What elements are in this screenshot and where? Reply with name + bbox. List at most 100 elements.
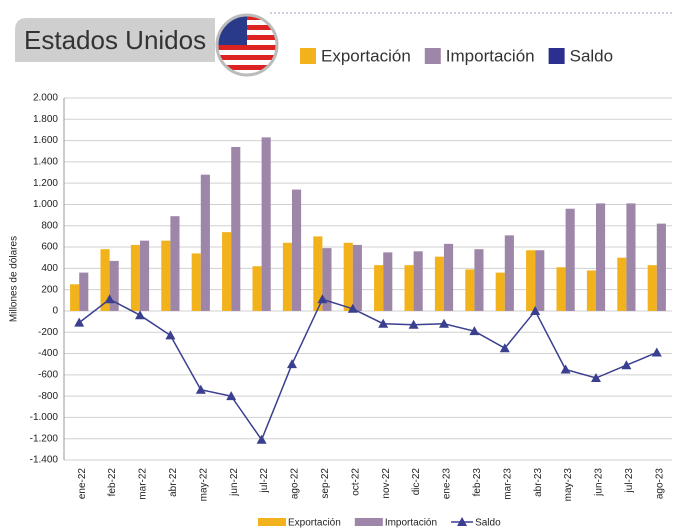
x-tick-label: jun-23 xyxy=(594,468,605,497)
bar xyxy=(100,249,110,311)
bar xyxy=(526,250,536,311)
bar xyxy=(474,249,484,311)
marker xyxy=(256,434,267,444)
marker xyxy=(287,359,297,369)
marker xyxy=(135,310,145,320)
x-tick-label: abr-22 xyxy=(168,468,179,497)
y-tick-label: 400 xyxy=(41,263,58,274)
bar xyxy=(374,265,384,311)
y-tick-label: 800 xyxy=(41,220,58,231)
bar xyxy=(404,265,414,311)
x-tick-label: sep-22 xyxy=(320,468,331,499)
bar xyxy=(504,235,514,311)
marker xyxy=(439,318,449,328)
x-tick-label: feb-23 xyxy=(472,468,483,497)
bar xyxy=(383,252,393,311)
bar xyxy=(79,272,89,311)
x-tick-label: feb-22 xyxy=(107,468,118,497)
bar xyxy=(161,240,171,311)
bar xyxy=(495,272,505,311)
bar xyxy=(292,189,302,311)
x-tick-label: jun-22 xyxy=(229,468,240,497)
marker xyxy=(591,373,601,383)
legend-label: Importación xyxy=(385,518,437,529)
bar xyxy=(130,244,140,311)
bar xyxy=(647,265,657,311)
title-tab xyxy=(15,18,215,62)
marker xyxy=(469,326,480,336)
x-tick-label: dic-22 xyxy=(411,468,422,496)
y-tick-label: -400 xyxy=(38,348,58,359)
y-tick-label: -1.200 xyxy=(30,433,59,444)
bar xyxy=(252,266,262,311)
x-tick-label: ene-22 xyxy=(77,468,88,500)
marker xyxy=(530,305,541,315)
bar xyxy=(191,253,201,311)
marker xyxy=(74,317,85,327)
x-tick-label: may-22 xyxy=(198,468,209,502)
legend-swatch xyxy=(548,48,565,64)
marker xyxy=(560,364,571,374)
bar xyxy=(200,174,210,311)
y-axis-label: Millones de dólares xyxy=(9,236,20,322)
bar xyxy=(586,270,596,311)
y-tick-label: 1.400 xyxy=(33,157,58,168)
bar xyxy=(434,256,444,311)
bar xyxy=(322,248,332,311)
bar xyxy=(413,251,423,311)
marker xyxy=(499,343,510,353)
legend-label: Saldo xyxy=(475,518,501,529)
y-tick-label: 2.000 xyxy=(33,93,58,104)
y-tick-label: -800 xyxy=(38,391,58,402)
bar xyxy=(261,137,271,311)
legend-label: Saldo xyxy=(570,46,613,65)
bar xyxy=(343,242,353,311)
x-tick-label: ago-22 xyxy=(290,468,301,500)
bar xyxy=(109,260,119,311)
marker xyxy=(408,319,419,329)
bar xyxy=(535,250,545,311)
legend-swatch xyxy=(354,518,383,526)
marker xyxy=(347,303,358,313)
bar xyxy=(282,242,292,311)
line xyxy=(78,298,658,442)
legend-swatch xyxy=(424,48,441,64)
marker xyxy=(378,318,389,328)
legend-swatch xyxy=(258,518,286,526)
marker xyxy=(226,391,237,401)
x-tick-label: abr-23 xyxy=(533,468,544,497)
bar xyxy=(231,146,241,311)
flag-ring xyxy=(215,13,279,77)
x-tick-label: nov-22 xyxy=(381,468,392,499)
y-tick-label: 1.000 xyxy=(33,199,58,210)
x-tick-label: mar-22 xyxy=(138,468,149,500)
marker xyxy=(165,330,176,340)
x-tick-label: ene-23 xyxy=(442,468,453,500)
y-tick-label: -1.400 xyxy=(30,455,59,466)
flag-icon xyxy=(217,15,277,75)
bar xyxy=(596,203,606,311)
bar xyxy=(170,216,180,311)
bar xyxy=(556,267,566,311)
x-tick-label: oct-22 xyxy=(350,468,361,496)
legend-swatch xyxy=(300,48,316,64)
y-tick-label: -200 xyxy=(38,327,58,338)
y-tick-label: 600 xyxy=(41,242,58,253)
bar xyxy=(656,223,666,311)
x-tick-label: ago-23 xyxy=(654,468,665,500)
y-tick-label: 200 xyxy=(41,284,58,295)
chart-title: Estados Unidos xyxy=(24,25,206,55)
bar xyxy=(465,269,475,311)
bar xyxy=(565,208,575,311)
y-tick-label: 1.600 xyxy=(33,135,58,146)
marker xyxy=(104,294,115,304)
legend-label: Exportación xyxy=(321,46,411,65)
x-tick-label: jul-23 xyxy=(624,468,635,494)
legend-swatch xyxy=(457,517,468,526)
y-tick-label: -1.000 xyxy=(30,412,59,423)
y-tick-label: 1.800 xyxy=(33,114,58,125)
bar xyxy=(617,257,627,311)
marker xyxy=(651,347,662,357)
legend-label: Exportación xyxy=(288,518,341,529)
